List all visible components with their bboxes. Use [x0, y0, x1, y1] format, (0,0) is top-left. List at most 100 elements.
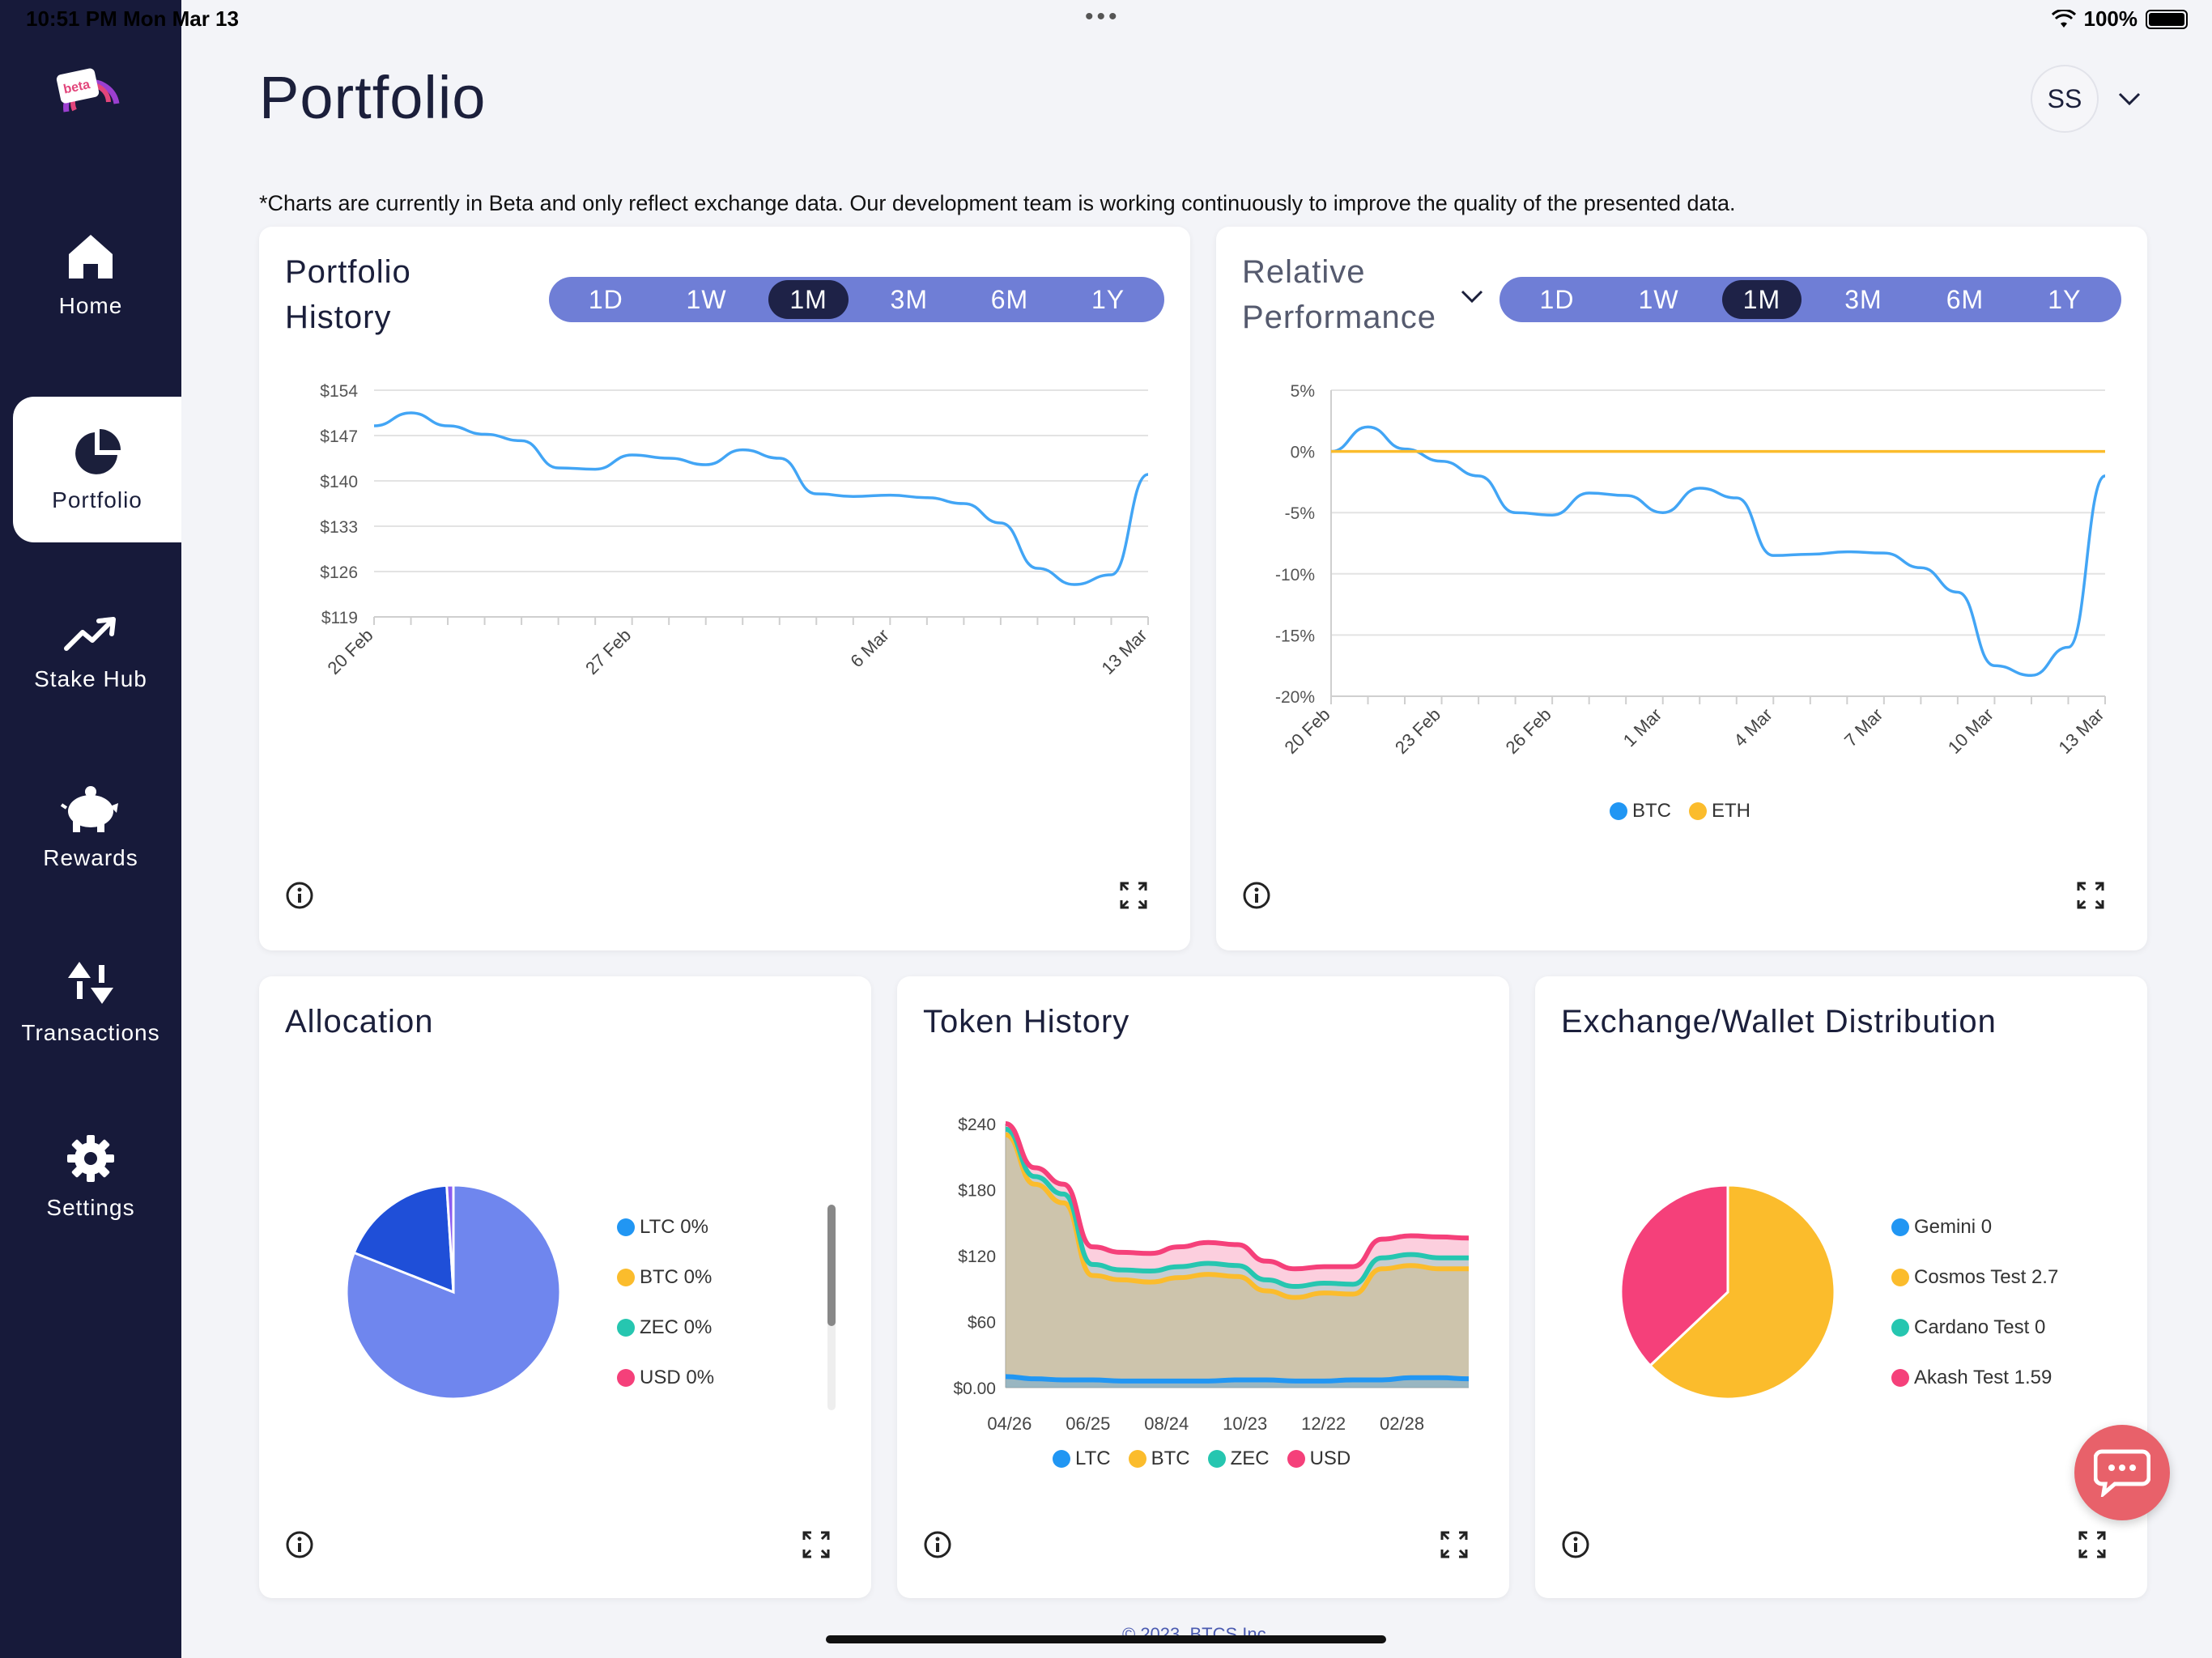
legend-dot	[1207, 1450, 1226, 1468]
relative-performance-card: Relative Performance 1D 1W 1M 3M 6M 1Y 5…	[1216, 227, 2147, 950]
legend-dot	[1891, 1319, 1909, 1337]
chart-legend: BTC ETH	[1610, 800, 1750, 823]
legend-item[interactable]: ZEC 0%	[617, 1316, 714, 1339]
info-icon[interactable]	[285, 881, 314, 910]
x-tick-label: 26 Feb	[1502, 704, 1555, 758]
y-tick-label: $140	[320, 473, 358, 491]
y-tick-label: $147	[320, 427, 358, 446]
allocation-pie-chart	[345, 1184, 562, 1401]
sidebar-item-stake-hub[interactable]: Stake Hub	[0, 580, 181, 725]
app-logo[interactable]: beta	[55, 63, 130, 128]
sidebar-item-label: Stake Hub	[34, 666, 147, 691]
sidebar-item-portfolio[interactable]: Portfolio	[13, 397, 181, 542]
sidebar-item-label: Settings	[46, 1195, 135, 1220]
legend-dot	[1053, 1450, 1070, 1468]
legend-dot	[617, 1369, 635, 1387]
home-indicator[interactable]	[826, 1635, 1386, 1643]
legend-item[interactable]: ETH	[1689, 800, 1750, 823]
sidebar-item-transactions[interactable]: Transactions	[0, 929, 181, 1075]
svg-text:beta: beta	[62, 78, 91, 96]
pie-slice	[445, 1184, 455, 1293]
sidebar-item-rewards[interactable]: Rewards	[0, 755, 181, 900]
card-title: Relative Performance	[1242, 254, 1436, 335]
legend-dot	[1287, 1450, 1305, 1468]
chat-support-button[interactable]	[2074, 1425, 2170, 1520]
series-area	[1006, 1134, 1469, 1388]
card-title: Portfolio History	[285, 254, 411, 335]
info-icon[interactable]	[1561, 1530, 1590, 1559]
pie-slice	[1648, 1184, 1836, 1401]
legend-dot	[1891, 1269, 1909, 1286]
range-1m[interactable]: 1M	[1721, 280, 1802, 319]
legend-item[interactable]: ZEC	[1207, 1448, 1270, 1470]
sidebar-item-home[interactable]: Home	[0, 202, 181, 348]
chevron-down-icon[interactable]	[1459, 283, 1485, 309]
x-tick-label: 06/25	[1066, 1414, 1110, 1434]
legend-item[interactable]: LTC	[1053, 1448, 1111, 1470]
series-line	[1005, 1126, 1469, 1290]
y-tick-label: $133	[320, 518, 358, 537]
y-tick-label: $126	[320, 563, 358, 582]
legend-item[interactable]: USD	[1287, 1448, 1351, 1470]
info-icon[interactable]	[285, 1530, 314, 1559]
legend-item[interactable]: BTC	[1128, 1448, 1190, 1470]
card-title: Allocation	[285, 1004, 434, 1039]
info-icon[interactable]	[923, 1530, 952, 1559]
range-6m[interactable]: 6M	[990, 285, 1029, 314]
legend-dot	[617, 1269, 635, 1286]
pie-slice	[352, 1184, 455, 1295]
card-title: Token History	[923, 1004, 1130, 1039]
token-history-card: Token History $240 $180 $120 $60 $0.00 04/26 0…	[897, 976, 1509, 1598]
range-1y[interactable]: 1Y	[2048, 285, 2082, 314]
info-icon[interactable]	[1242, 881, 1271, 910]
piggy-bank-icon	[60, 786, 118, 832]
range-1y[interactable]: 1Y	[1091, 285, 1125, 314]
legend-dot	[1891, 1369, 1909, 1387]
range-3m[interactable]: 3M	[1844, 285, 1882, 314]
x-tick-label: 20 Feb	[1280, 704, 1334, 758]
legend-item[interactable]: BTC	[1610, 800, 1671, 823]
legend-item[interactable]: USD 0%	[617, 1367, 714, 1389]
expand-icon[interactable]	[802, 1530, 831, 1559]
x-tick-label: 12/22	[1301, 1414, 1346, 1434]
range-1w[interactable]: 1W	[686, 285, 727, 314]
wifi-icon	[2051, 9, 2076, 28]
expand-icon[interactable]	[2076, 881, 2105, 910]
range-3m[interactable]: 3M	[890, 285, 928, 314]
expand-icon[interactable]	[1119, 881, 1148, 910]
range-1d[interactable]: 1D	[1539, 285, 1575, 314]
legend-item[interactable]: Cosmos Test 2.7	[1891, 1266, 2058, 1289]
avatar[interactable]: SS	[2031, 65, 2099, 133]
exchange-distribution-pie-chart	[1619, 1184, 1836, 1401]
legend-item[interactable]: Cardano Test 0	[1891, 1316, 2058, 1339]
legend-item[interactable]: Gemini 0	[1891, 1216, 2058, 1239]
range-1m[interactable]: 1M	[768, 280, 849, 319]
legend-item[interactable]: BTC 0%	[617, 1266, 714, 1289]
range-1d[interactable]: 1D	[588, 285, 623, 314]
range-selector: 1D 1W 1M 3M 6M 1Y	[549, 277, 1164, 322]
page-title: Portfolio	[259, 64, 487, 131]
series-line	[1005, 1374, 1470, 1384]
expand-icon[interactable]	[1440, 1530, 1469, 1559]
range-6m[interactable]: 6M	[1946, 285, 1984, 314]
home-icon	[69, 235, 113, 278]
status-bar: 10:51 PM Mon Mar 13 ••• 100%	[0, 0, 2212, 39]
legend-item[interactable]: Akash Test 1.59	[1891, 1367, 2058, 1389]
legend-item[interactable]: LTC 0%	[617, 1216, 714, 1239]
x-tick-label: 7 Mar	[1840, 704, 1887, 750]
pie-chart-icon	[75, 429, 121, 474]
legend-scrollbar[interactable]	[827, 1205, 836, 1410]
sidebar-item-settings[interactable]: Settings	[0, 1104, 181, 1250]
multitasking-dots[interactable]: •••	[1085, 3, 1121, 30]
y-tick-label: -20%	[1275, 688, 1315, 707]
range-1w[interactable]: 1W	[1638, 285, 1679, 314]
chevron-down-icon[interactable]	[2116, 86, 2142, 112]
allocation-card: Allocation LTC 0% BTC 0% ZEC 0% USD 0%	[259, 976, 871, 1598]
sidebar-item-label: Rewards	[43, 845, 138, 870]
battery-icon	[2146, 9, 2188, 29]
sidebar-item-label: Home	[58, 293, 123, 318]
x-tick-label: 23 Feb	[1391, 704, 1444, 758]
token-history-chart: $240 $180 $120 $60 $0.00 04/26 06/25 08/24 10/23…	[953, 1116, 1470, 1434]
expand-icon[interactable]	[2078, 1530, 2107, 1559]
